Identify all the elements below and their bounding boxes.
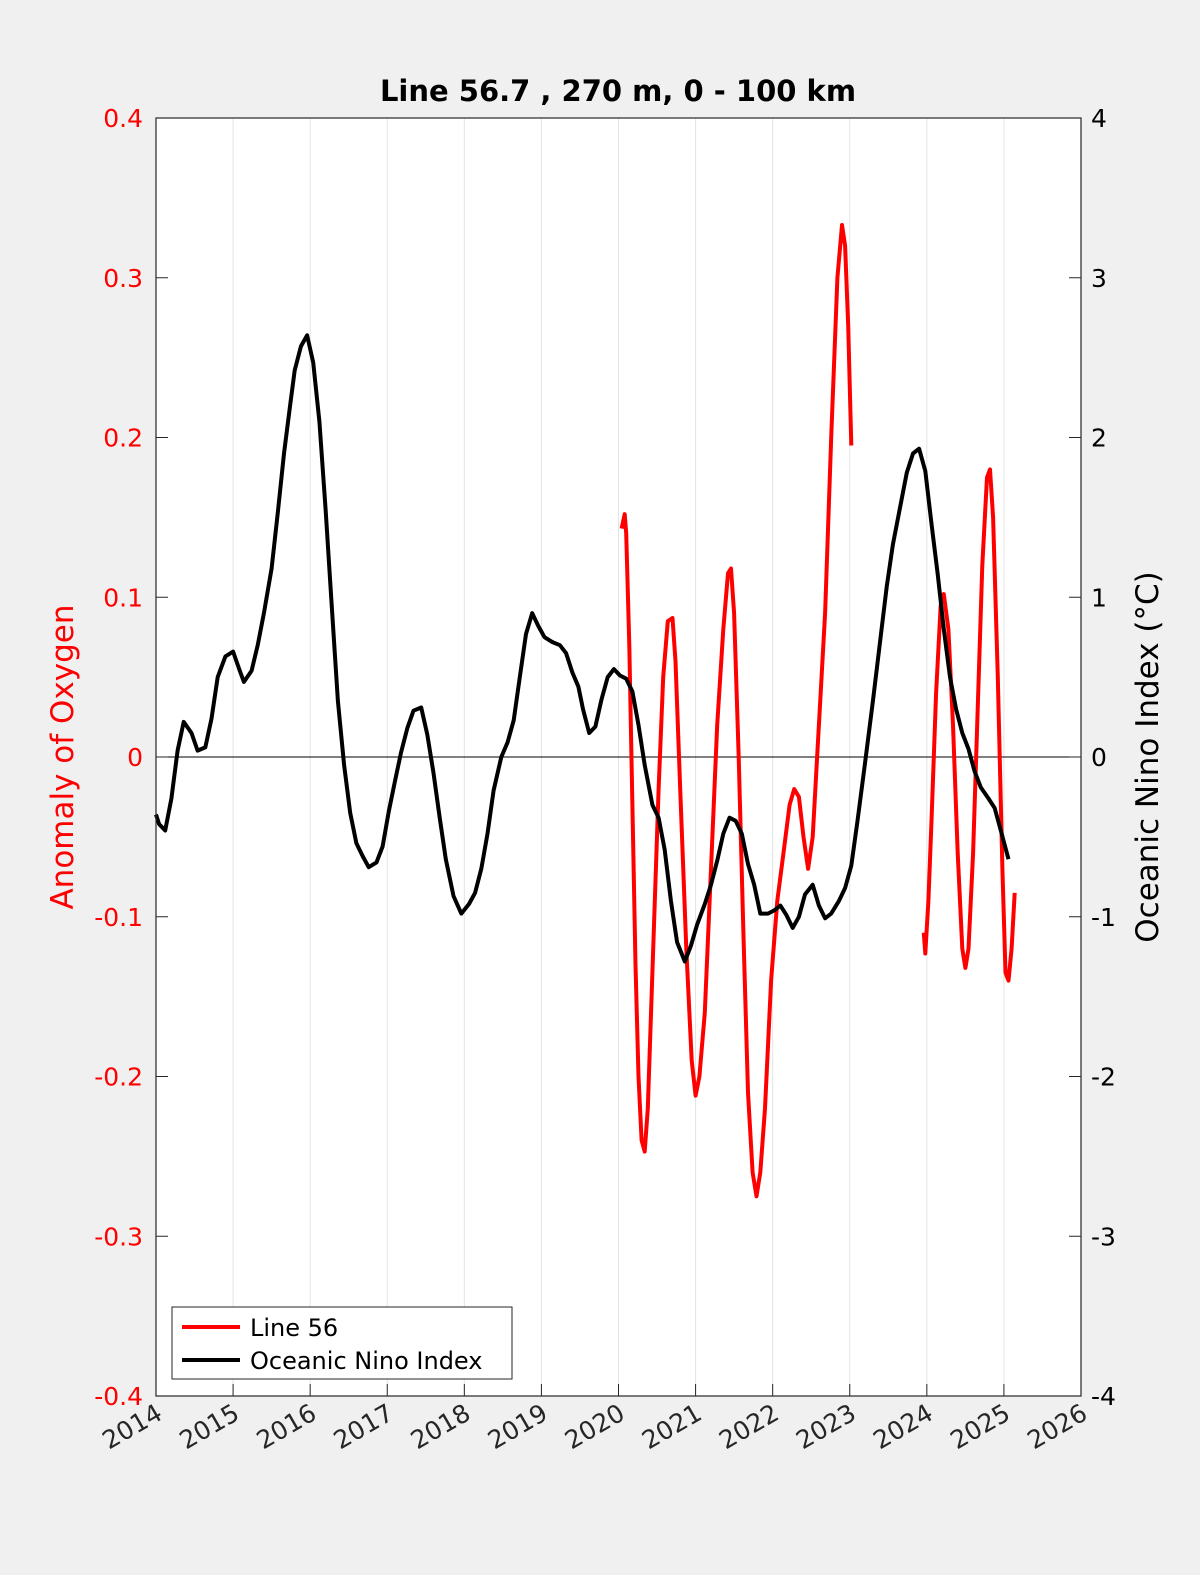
legend-box (171, 1306, 513, 1380)
right-tick-label: -3 (1091, 1222, 1116, 1251)
left-tick-label: -0.1 (94, 903, 143, 932)
right-tick-label: 0 (1091, 743, 1107, 772)
right-tick-label: 2 (1091, 424, 1107, 453)
left-tick-label: 0.4 (103, 104, 143, 133)
data-series (154, 223, 1017, 1199)
chart-title: Line 56.7 , 270 m, 0 - 100 km (380, 74, 856, 108)
legend: Line 56 Oceanic Nino Index (171, 1306, 513, 1380)
left-tick-label: 0 (127, 743, 143, 772)
right-tick-label: -1 (1091, 903, 1116, 932)
right-tick-label: -2 (1091, 1063, 1116, 1092)
legend-label-line-56: Line 56 (250, 1314, 338, 1342)
right-y-axis-ticks: -4 -3 -2 -1 0 1 2 3 4 (1069, 104, 1116, 1411)
left-tick-label: 0.2 (103, 424, 143, 453)
oni-series-segment-0 (154, 333, 1011, 964)
right-y-axis-label: Oceanic Nino Index (°C) (1130, 571, 1166, 942)
right-tick-label: 3 (1091, 264, 1107, 293)
left-tick-label: -0.3 (94, 1222, 143, 1251)
right-tick-label: -4 (1091, 1382, 1116, 1411)
left-tick-label: -0.2 (94, 1063, 143, 1092)
left-tick-label: 0.3 (103, 264, 143, 293)
legend-label-oni: Oceanic Nino Index (250, 1347, 482, 1375)
right-tick-label: 1 (1091, 583, 1107, 612)
right-tick-label: 4 (1091, 104, 1107, 133)
line-56-series-segment-0 (619, 223, 854, 1199)
left-y-axis-ticks: -0.4 -0.3 -0.2 -0.1 0 0.1 0.2 0.3 0.4 (94, 104, 168, 1411)
left-tick-label: 0.1 (103, 583, 143, 612)
line-56-series-segment-1 (921, 467, 1017, 983)
left-y-axis-label: Anomaly of Oxygen (45, 604, 81, 909)
left-tick-label: -0.4 (94, 1382, 143, 1411)
